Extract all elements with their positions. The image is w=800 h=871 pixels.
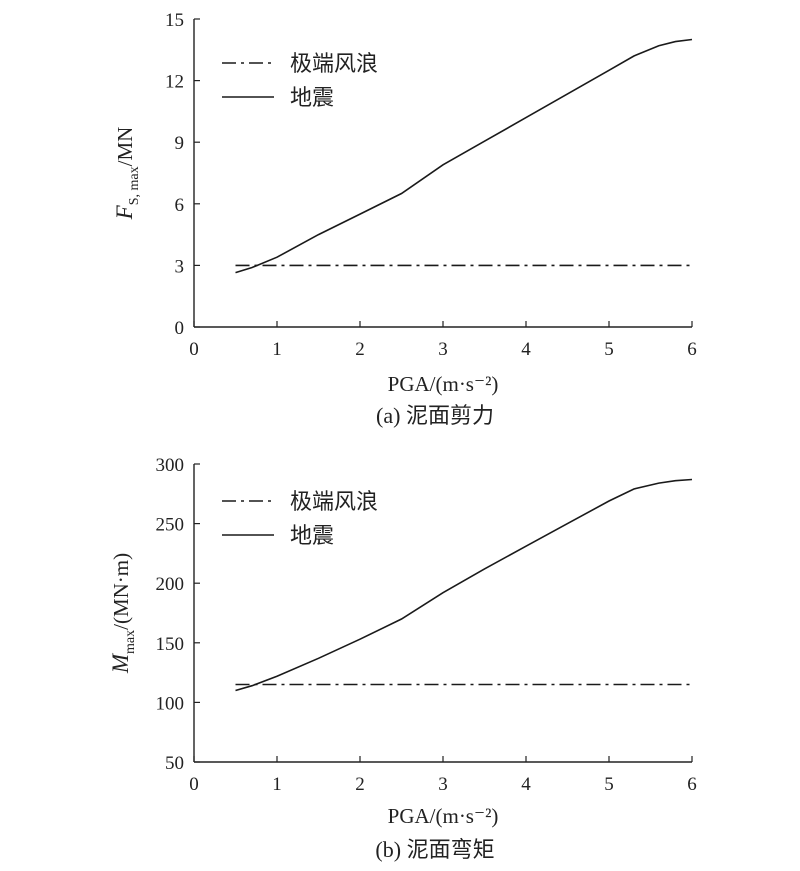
panel-caption: (a) 泥面剪力	[376, 403, 494, 428]
x-axis-title: PGA/(m·s⁻²)	[388, 804, 499, 828]
y-tick-label: 0	[175, 318, 185, 339]
y-tick-label: 200	[156, 574, 185, 595]
x-tick-label: 1	[272, 339, 282, 360]
y-tick-label: 150	[156, 634, 185, 655]
x-tick-label: 3	[438, 774, 448, 795]
x-tick-label: 4	[521, 774, 531, 795]
legend-label: 极端风浪	[290, 52, 378, 77]
y-axis-symbol: F	[112, 204, 137, 220]
y-tick-label: 12	[165, 72, 184, 93]
y-tick-label: 50	[165, 753, 184, 774]
panel-caption: (b) 泥面弯矩	[375, 837, 494, 862]
y-tick-label: 250	[156, 515, 185, 536]
y-axis-symbol: M	[108, 652, 133, 674]
x-tick-label: 6	[687, 774, 697, 795]
y-tick-label: 300	[156, 455, 185, 476]
x-tick-label: 4	[521, 339, 531, 360]
x-axis-title: PGA/(m·s⁻²)	[388, 372, 499, 396]
y-axis-title: Mmax/(MN·m)	[108, 553, 138, 674]
legend-label: 地震	[290, 524, 334, 549]
x-tick-label: 5	[604, 339, 614, 360]
x-tick-label: 3	[438, 339, 448, 360]
y-tick-label: 9	[175, 133, 185, 154]
x-tick-label: 2	[355, 339, 365, 360]
y-axis-subscript: max	[123, 630, 138, 654]
x-tick-label: 1	[272, 774, 282, 795]
y-axis-unit: /MN	[113, 127, 137, 167]
x-tick-label: 2	[355, 774, 365, 795]
y-tick-label: 3	[175, 256, 185, 277]
y-tick-label: 100	[156, 693, 185, 714]
legend-label: 极端风浪	[290, 490, 378, 515]
legend-label: 地震	[290, 86, 334, 111]
x-tick-label: 0	[189, 774, 199, 795]
x-tick-label: 6	[687, 339, 697, 360]
y-axis-subscript: S, max	[127, 166, 142, 205]
y-tick-label: 15	[165, 10, 184, 31]
x-tick-label: 0	[189, 339, 199, 360]
y-axis-title: FS, max/MN	[112, 127, 142, 221]
y-tick-label: 6	[175, 195, 185, 216]
series-line-earthquake	[235, 38, 693, 274]
x-tick-label: 5	[604, 774, 614, 795]
y-axis-unit: /(MN·m)	[109, 553, 133, 630]
series-line-earthquake	[235, 478, 693, 692]
